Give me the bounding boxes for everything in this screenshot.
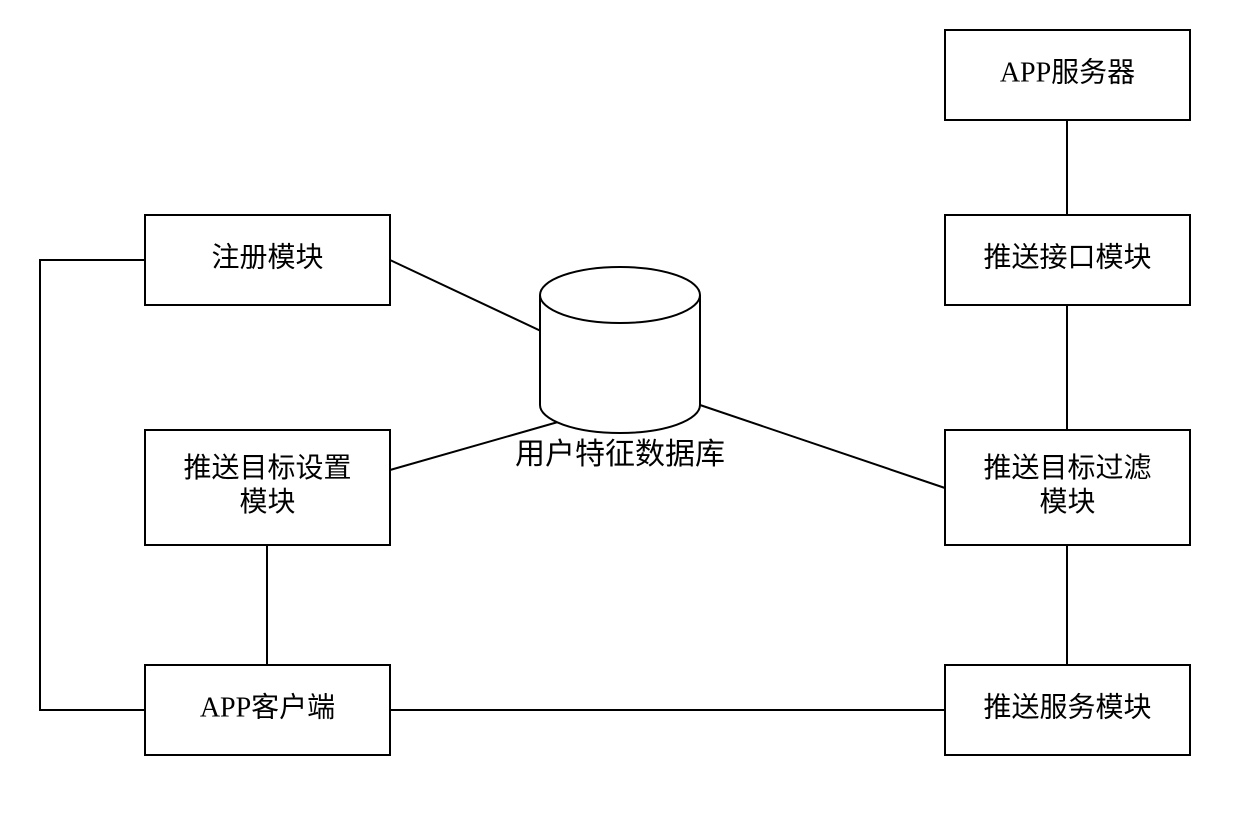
node-register: 注册模块: [145, 215, 390, 305]
node-push_service: 推送服务模块: [945, 665, 1190, 755]
node-push_target_filter-label-1: 模块: [1039, 486, 1095, 518]
node-push_target_set: 推送目标设置模块: [145, 430, 390, 545]
node-push_interface: 推送接口模块: [945, 215, 1190, 305]
node-push_target_filter: 推送目标过滤模块: [945, 430, 1190, 545]
boxes-layer: APP服务器注册模块推送接口模块推送目标设置模块推送目标过滤模块APP客户端推送…: [145, 30, 1190, 755]
node-push_target_set-label-0: 推送目标设置: [183, 452, 351, 484]
node-push_service-label-0: 推送服务模块: [983, 691, 1151, 723]
node-push_target_filter-label-0: 推送目标过滤: [983, 452, 1151, 484]
node-app_server-label-0: APP服务器: [1000, 56, 1135, 88]
node-app_client-label-0: APP客户端: [200, 691, 335, 723]
edge-register-db: [390, 260, 560, 340]
node-register-label-0: 注册模块: [211, 241, 323, 273]
edge-register-app_client: [40, 260, 145, 710]
db-top: [540, 267, 700, 323]
node-app_server: APP服务器: [945, 30, 1190, 120]
node-push_target_set-label-1: 模块: [239, 486, 295, 518]
node-app_client: APP客户端: [145, 665, 390, 755]
node-db: 用户特征数据库: [515, 267, 725, 471]
edge-push_target_filter-db: [700, 405, 945, 488]
db-label: 用户特征数据库: [515, 438, 725, 471]
node-push_interface-label-0: 推送接口模块: [983, 241, 1151, 273]
